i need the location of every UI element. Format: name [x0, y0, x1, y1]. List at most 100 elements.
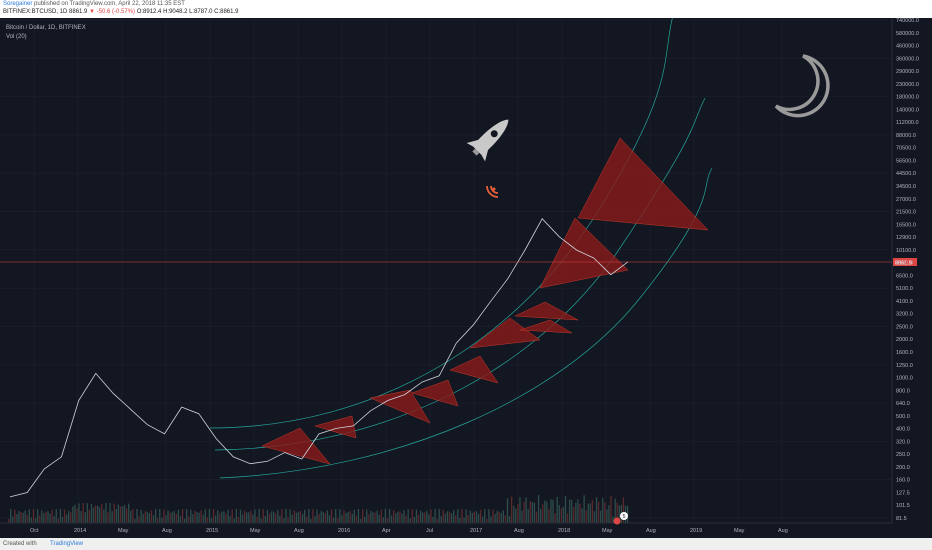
volume-bar	[401, 513, 403, 523]
volume-bar	[301, 514, 304, 523]
volume-bar	[279, 515, 281, 523]
volume-bar	[115, 508, 117, 523]
y-tick-label: 640.0	[896, 401, 910, 407]
created-with-text: Created with	[3, 541, 37, 547]
volume-bar	[51, 509, 53, 523]
y-tick-label: 56500.0	[896, 158, 916, 164]
volume-bar	[138, 516, 140, 523]
volume-bar	[328, 515, 331, 523]
x-tick-label: Aug	[294, 528, 304, 534]
volume-bar	[372, 512, 374, 523]
x-tick-label: Aug	[514, 528, 524, 534]
volume-bar	[142, 513, 144, 523]
y-tick-label: 10100.0	[896, 248, 916, 254]
volume-bar	[254, 509, 256, 523]
volume-bar	[498, 511, 500, 523]
earnings-marker	[613, 517, 621, 525]
x-tick-label: Aug	[778, 528, 788, 534]
volume-bar	[597, 501, 600, 523]
bubble-count-text: 5	[623, 514, 626, 520]
x-axis-ticks: Oct 2014 May Aug 2015 May Aug 2016 Apr Jul 2017 Aug…	[30, 528, 788, 534]
volume-bar	[30, 517, 33, 523]
tradingview-logo[interactable]: TradingView	[50, 541, 84, 547]
volume-bar	[486, 518, 488, 523]
volume-bar	[154, 509, 157, 523]
volume-bar	[469, 510, 471, 523]
volume-bar	[45, 511, 47, 523]
y-tick-label: 16500.0	[896, 222, 916, 228]
volume-bar	[440, 516, 442, 523]
volume-bar	[78, 503, 80, 523]
volume-bar	[146, 511, 148, 523]
volume-bar	[117, 504, 120, 523]
volume-bar	[533, 502, 536, 523]
volume-bar	[101, 504, 103, 523]
volume-bar	[22, 512, 24, 523]
volume-bar	[349, 511, 351, 523]
volume-bar	[28, 509, 30, 523]
author-link[interactable]: Soregainer	[3, 1, 33, 7]
y-tick-label: 34500.0	[896, 184, 916, 190]
volume-bar	[484, 509, 486, 523]
volume-bar	[223, 511, 225, 523]
volume-bar	[200, 510, 202, 523]
volume-bar	[80, 511, 82, 523]
x-tick-label: 2015	[206, 528, 218, 534]
volume-bar	[237, 516, 240, 523]
volume-bar	[8, 519, 10, 523]
volume-bar	[312, 509, 314, 523]
volume-bar	[531, 502, 534, 523]
volume-bar	[243, 510, 246, 523]
y-tick-label: 460000.0	[896, 44, 919, 50]
chart-pane[interactable]: 8861.9 740000.0 580000.0 460000.0 360000.0 2…	[0, 18, 932, 538]
volume-bar	[558, 505, 560, 523]
volume-bar	[55, 509, 57, 523]
volume-bar	[382, 517, 384, 523]
triangle-2017d	[514, 301, 579, 321]
volume-bar	[92, 507, 95, 523]
volume-bar	[111, 511, 113, 523]
triangle-2016b	[314, 415, 357, 439]
volume-bar	[502, 510, 505, 523]
volume-bar	[488, 509, 490, 523]
x-tick-label: 2018	[558, 528, 570, 534]
y-tick-label: 180000.0	[896, 95, 919, 101]
price-chart[interactable]: 8861.9 740000.0 580000.0 460000.0 360000.0 2…	[0, 18, 932, 538]
volume-bar	[314, 516, 316, 523]
volume-bar	[76, 508, 78, 523]
price-series	[9, 218, 629, 498]
volume-bar	[125, 508, 128, 523]
x-tick-label: Aug	[646, 528, 656, 534]
volume-histogram	[8, 495, 629, 523]
volume-bar	[566, 513, 569, 523]
x-tick-label: May	[602, 528, 613, 534]
volume-bar	[618, 505, 620, 523]
volume-bar	[359, 518, 362, 523]
x-tick-label: Jul	[426, 528, 433, 534]
volume-bar	[339, 509, 341, 523]
volume-bar	[198, 512, 200, 523]
low-value: L:8787.0	[189, 9, 213, 15]
close-value: C:8861.9	[214, 9, 239, 15]
volume-bar	[105, 503, 107, 523]
volume-bar	[419, 510, 422, 523]
volume-bar	[293, 510, 295, 523]
volume-bar	[26, 515, 28, 523]
y-tick-label: 800.0	[896, 388, 910, 394]
volume-bar	[320, 511, 322, 523]
volume-bar	[14, 509, 16, 523]
volume-bar	[529, 501, 531, 523]
volume-bar	[130, 510, 132, 523]
volume-bar	[463, 517, 465, 523]
volume-bar	[477, 514, 480, 523]
x-tick-label: May	[118, 528, 129, 534]
volume-bar	[119, 506, 122, 523]
volume-bar	[212, 509, 215, 523]
volume-bar	[450, 513, 453, 523]
volume-bar	[465, 509, 467, 523]
volume-bar	[287, 517, 289, 523]
legend-volume: Vol (20)	[6, 34, 27, 40]
volume-bar	[479, 509, 482, 523]
volume-bar	[47, 511, 49, 523]
y-tick-label: 101.5	[896, 503, 910, 509]
